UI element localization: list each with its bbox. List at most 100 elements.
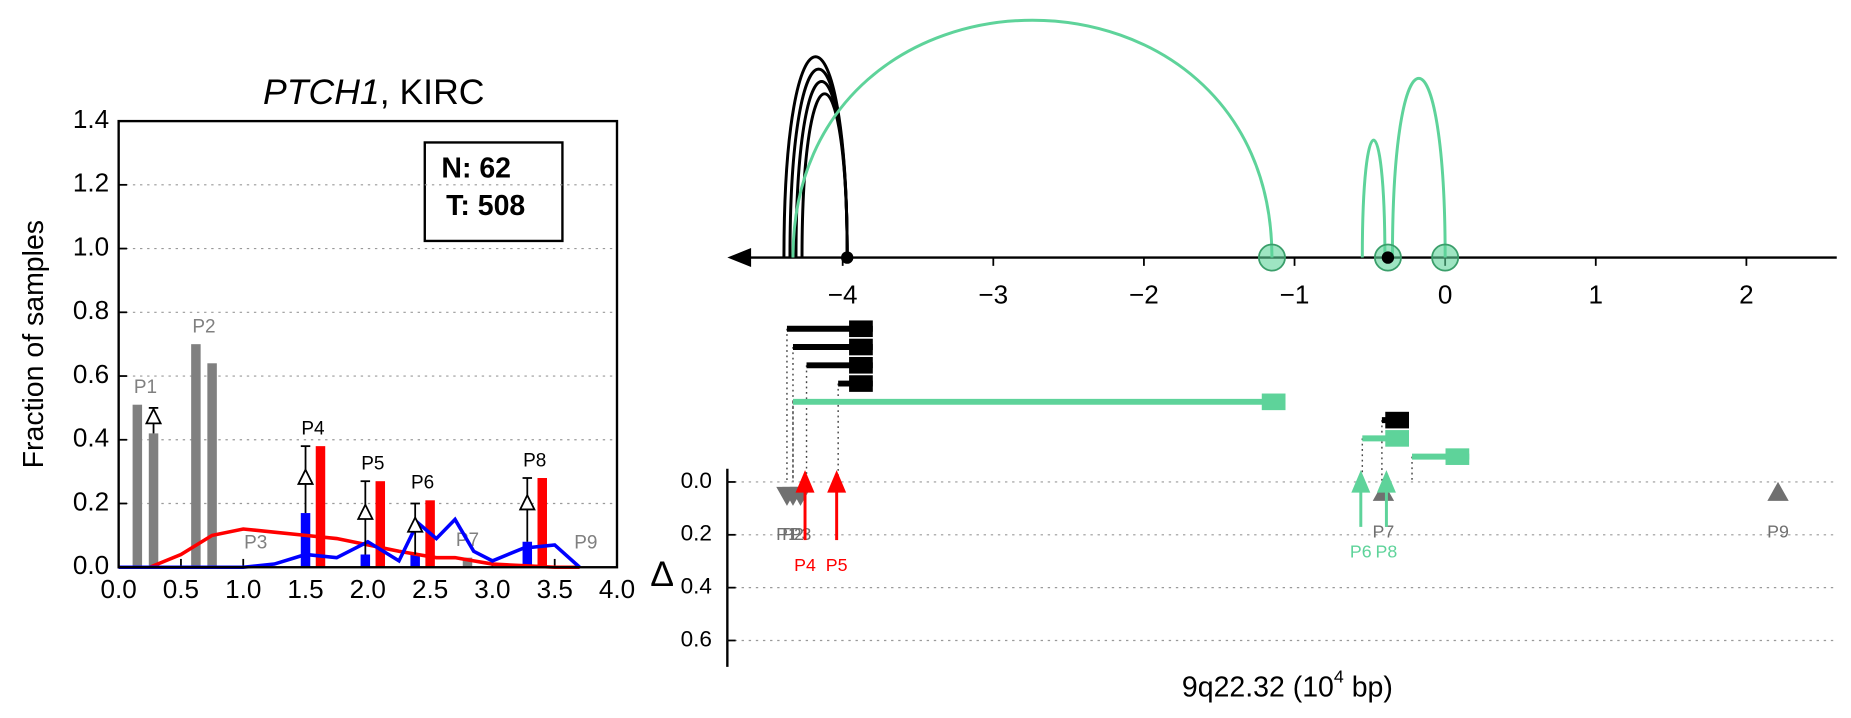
x-tick-label: 0.5 <box>163 574 199 604</box>
segment-end <box>849 375 873 392</box>
anchor <box>1258 243 1286 272</box>
arrow-head <box>1376 470 1396 493</box>
segment-end <box>1261 393 1286 411</box>
x-tick-label: 2.0 <box>350 574 386 604</box>
y-axis-label: Fraction of samples <box>18 220 50 468</box>
line-series <box>118 527 580 570</box>
xlabel-part: bp) <box>1344 671 1393 703</box>
arrow-head <box>827 470 847 493</box>
annotation: N: 62 <box>441 152 511 184</box>
peak-label: P8 <box>1376 542 1398 562</box>
legend-box <box>423 141 564 243</box>
anchor <box>1381 251 1395 264</box>
arc <box>791 18 1274 258</box>
x-tick-label: −4 <box>828 280 858 310</box>
y-tick-label: 0.6 <box>681 626 712 651</box>
chart-title: PTCH1, KIRC <box>263 72 484 112</box>
x-tick-label: 1.5 <box>287 574 323 604</box>
x-tick-label: −1 <box>1280 280 1310 310</box>
x-tick-label: 2.5 <box>412 574 448 604</box>
bar <box>300 513 311 568</box>
x-tick-label: −3 <box>978 280 1008 310</box>
plot-frame <box>117 119 619 569</box>
peak-label: P8 <box>523 450 546 471</box>
x-tick-label: 4.0 <box>599 574 635 604</box>
xlabel-part: 9q22.32 (10 <box>1182 671 1334 703</box>
peak-label: P3 <box>244 533 267 554</box>
segment-end <box>849 356 873 374</box>
bar <box>132 404 143 568</box>
bar <box>191 344 201 568</box>
x-tick-label: 3.0 <box>474 574 510 604</box>
x-tick-label: 3.5 <box>537 574 573 604</box>
y-tick-label: 0.2 <box>681 521 712 546</box>
title-rest: , KIRC <box>380 72 485 112</box>
peak-label: P1 <box>776 524 798 544</box>
segment-end <box>1445 448 1470 465</box>
bar <box>207 363 217 568</box>
x-tick-label: 2 <box>1739 280 1754 310</box>
peak-label: P7 <box>1373 522 1395 542</box>
y-tick-label: 1.2 <box>73 168 109 198</box>
x-tick-label: 0 <box>1438 280 1453 310</box>
delta-axis-label: Δ <box>650 554 674 594</box>
bar <box>375 481 386 568</box>
bar <box>537 478 547 568</box>
title-gene: PTCH1 <box>263 72 380 112</box>
peak-label: P6 <box>411 473 434 494</box>
x-tick-label: 1 <box>1589 280 1604 310</box>
axis-arrow <box>727 248 752 268</box>
x-tick-label: 0.0 <box>101 574 137 604</box>
bar <box>522 541 533 568</box>
delta-marker <box>144 407 163 425</box>
y-tick-label: 1.0 <box>73 231 109 261</box>
anchor <box>1431 243 1460 272</box>
peak-label: P9 <box>1767 522 1789 542</box>
peak-label: P4 <box>794 555 816 575</box>
peak-label: P4 <box>301 419 324 440</box>
arrow-head <box>1351 470 1371 493</box>
annotation: T: 508 <box>446 190 525 222</box>
xlabel-sup: 4 <box>1334 666 1344 686</box>
peak-label: P3 <box>790 524 812 544</box>
bar <box>462 557 473 568</box>
peak-label: P1 <box>134 377 157 398</box>
bar <box>410 554 420 568</box>
anchor <box>840 251 854 264</box>
y-tick-label: 0.2 <box>73 486 109 516</box>
y-tick-label: 0.0 <box>73 550 109 580</box>
y-tick-label: 0.4 <box>681 574 712 599</box>
delta-marker <box>296 467 315 485</box>
delta-triangle <box>1767 481 1789 501</box>
segment-end <box>1385 411 1410 429</box>
bar <box>148 433 159 568</box>
peak-label: P5 <box>826 555 848 575</box>
peak-label: P2 <box>782 524 804 544</box>
delta-marker <box>356 502 374 520</box>
bar <box>315 446 326 568</box>
y-tick-label: 0.6 <box>73 359 109 389</box>
y-tick-label: 0.4 <box>73 423 109 453</box>
x-axis-label: 9q22.32 (104 bp) <box>1182 666 1393 702</box>
peak-label: P5 <box>361 454 384 475</box>
delta-marker <box>518 493 536 511</box>
bar <box>360 554 371 568</box>
peak-label: P9 <box>574 533 597 554</box>
segment-end <box>1385 430 1410 447</box>
y-tick-label: 1.4 <box>73 104 109 134</box>
arrow-head <box>795 470 815 493</box>
segment-end <box>849 338 873 356</box>
y-tick-label: 0.8 <box>73 295 109 325</box>
arc <box>1390 76 1447 258</box>
x-tick-label: 1.0 <box>225 574 261 604</box>
x-tick-label: −2 <box>1129 280 1159 310</box>
peak-label: P2 <box>192 317 215 338</box>
peak-label: P6 <box>1350 542 1372 562</box>
arc <box>1360 138 1387 258</box>
y-tick-label: 0.0 <box>681 468 712 493</box>
segment-end <box>849 320 873 338</box>
delta-marker <box>406 515 424 533</box>
